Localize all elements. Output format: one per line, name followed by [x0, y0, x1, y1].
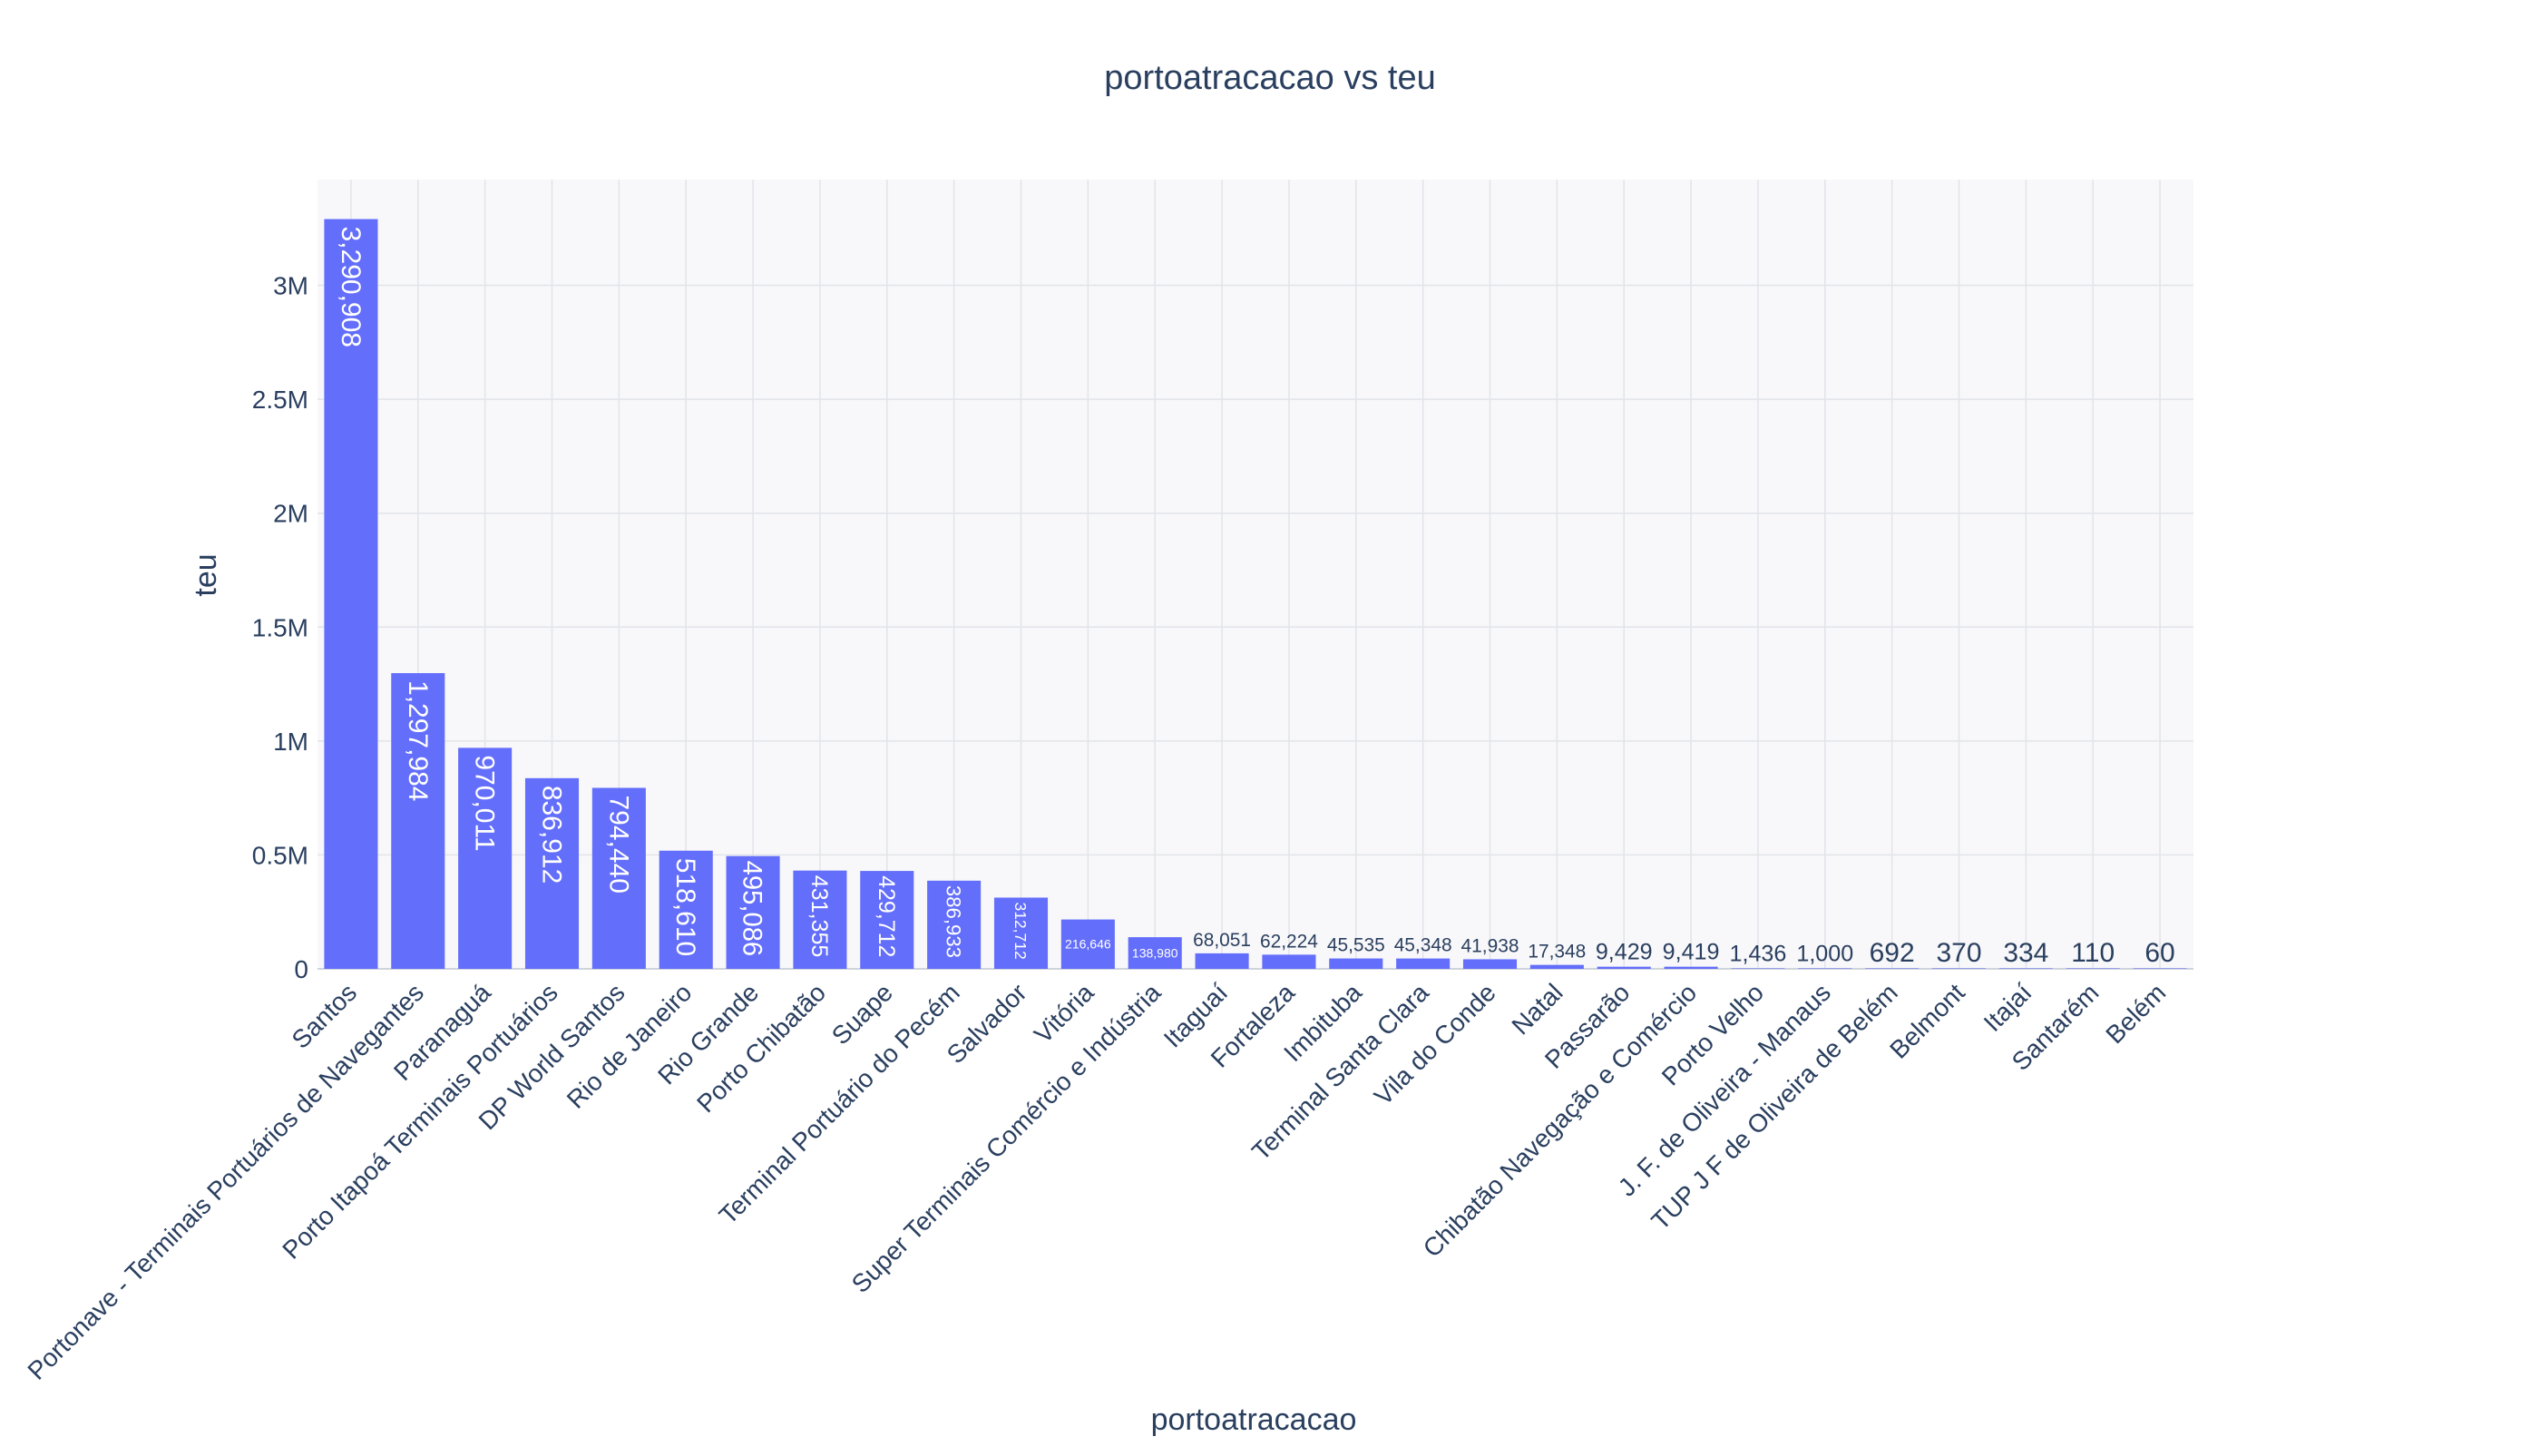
y-tick-label: 2.5M	[252, 386, 308, 414]
y-tick-label: 3M	[273, 272, 308, 300]
data-label: 836,912	[537, 786, 567, 884]
data-label: 45,348	[1394, 935, 1452, 956]
data-label: 970,011	[470, 755, 500, 851]
data-label: 312,712	[1011, 902, 1030, 959]
data-labels: 3,290,908 1,297,984 970,011 836,912 794,440 5…	[336, 227, 2175, 968]
data-label: 518,610	[670, 858, 700, 956]
chart-title: portoatracacao vs teu	[1104, 59, 1435, 97]
bar	[860, 871, 914, 969]
bar	[1396, 958, 1451, 969]
data-label: 692	[1870, 938, 1915, 968]
bar	[2133, 968, 2187, 969]
x-tick-label: Belmont	[1884, 978, 1970, 1064]
bars	[324, 219, 2187, 970]
data-label: 216,646	[1065, 937, 1111, 952]
data-label: 1,297,984	[403, 680, 433, 801]
bar	[927, 880, 982, 969]
bar	[1462, 959, 1518, 969]
bar	[1128, 937, 1182, 969]
bar	[391, 673, 445, 969]
bar	[1731, 968, 1785, 969]
bar	[793, 870, 847, 969]
bar	[324, 219, 378, 970]
y-tick-label: 1M	[273, 728, 308, 756]
data-label: 3,290,908	[336, 227, 366, 347]
data-label: 62,224	[1260, 931, 1318, 952]
y-tick-label: 1.5M	[252, 613, 308, 641]
bar	[1060, 919, 1115, 969]
data-label: 334	[2003, 938, 2048, 968]
y-axis-ticks: 0 0.5M 1M 1.5M 2M 2.5M 3M	[252, 272, 308, 983]
x-tick-label: Belém	[2100, 978, 2171, 1049]
data-label: 1,436	[1730, 942, 1787, 967]
bar	[458, 748, 513, 969]
bar	[1329, 958, 1383, 969]
bar	[1262, 954, 1316, 969]
data-label: 431,355	[806, 875, 832, 958]
bar	[2066, 968, 2120, 969]
data-label: 429,712	[874, 875, 899, 957]
data-label: 45,535	[1327, 935, 1385, 956]
data-label: 1,000	[1796, 942, 1853, 967]
bar	[524, 777, 580, 969]
data-label: 386,933	[943, 885, 965, 958]
bar	[1529, 964, 1584, 969]
bar	[591, 787, 646, 969]
y-axis-title: teu	[189, 553, 223, 596]
bar	[993, 897, 1049, 969]
bar	[1931, 968, 1987, 969]
data-label: 9,429	[1596, 940, 1653, 965]
x-tick-label: TUP J F de Oliveira de Belém	[1646, 978, 1902, 1235]
bar	[1195, 953, 1249, 969]
data-label: 41,938	[1461, 935, 1519, 956]
bar	[726, 855, 780, 969]
data-label: 495,086	[738, 861, 767, 957]
data-label: 9,419	[1663, 940, 1720, 965]
x-tick-label: Super Terminais Comércio e Indústria	[846, 978, 1167, 1298]
y-tick-label: 2M	[273, 500, 308, 528]
data-label: 370	[1936, 938, 1981, 968]
y-tick-label: 0	[294, 955, 308, 983]
bar	[1865, 968, 1920, 969]
bar	[659, 850, 713, 969]
bar	[1998, 968, 2053, 969]
data-label: 17,348	[1528, 942, 1586, 963]
data-label: 138,980	[1132, 945, 1178, 960]
bar	[1664, 966, 1718, 969]
y-tick-label: 0.5M	[252, 841, 308, 869]
bar	[1798, 968, 1852, 969]
x-tick-label: Vila do Conde	[1369, 978, 1501, 1110]
bar	[1597, 966, 1651, 969]
data-label: 794,440	[603, 795, 633, 893]
x-axis-title: portoatracacao	[1151, 1402, 1357, 1437]
data-label: 68,051	[1193, 930, 1251, 951]
x-tick-label: Itajaí	[1978, 978, 2037, 1037]
data-label: 60	[2144, 938, 2174, 968]
data-label: 110	[2071, 938, 2115, 968]
x-tick-label: Natal	[1506, 978, 1568, 1040]
